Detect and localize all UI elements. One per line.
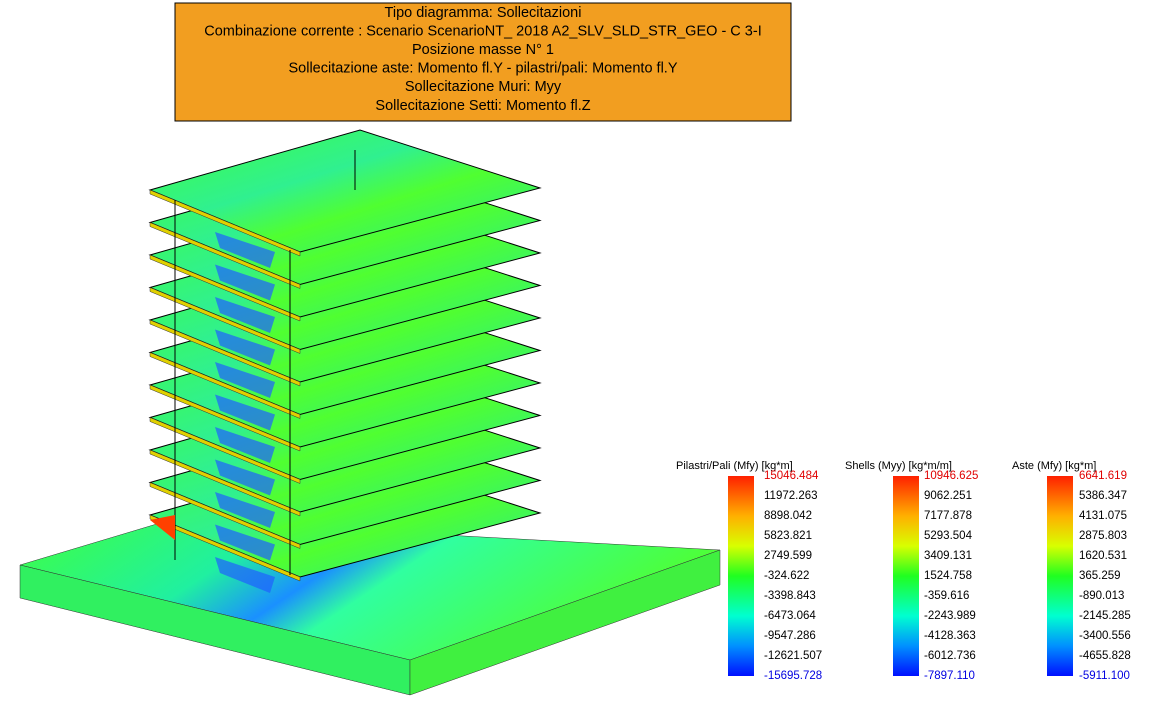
legends: Pilastri/Pali (Mfy) [kg*m]15046.484 11972… [676, 460, 1131, 682]
floor-edge [149, 254, 301, 322]
legend-label: -12621.507 [764, 650, 822, 662]
floor-edge [149, 449, 301, 517]
legend-label: -890.013 [1079, 590, 1124, 602]
legend-label: 8898.042 [764, 510, 812, 522]
header-line: Posizione masse N° 1 [412, 42, 554, 58]
moment-patch [215, 427, 275, 463]
moment-patch [215, 362, 275, 398]
moment-patch [215, 232, 275, 268]
legend-label: 7177.878 [924, 510, 972, 522]
legend-title: Pilastri/Pali (Mfy) [kg*m] [676, 460, 793, 472]
legend-label: -359.616 [924, 590, 969, 602]
floor-edge [149, 352, 301, 419]
legend-label: -5911.100 [1079, 670, 1130, 682]
base-side [409, 549, 721, 696]
color-bar [1047, 476, 1073, 676]
legend-label: 10946.625 [924, 470, 978, 482]
legend-label: -9547.286 [764, 630, 816, 642]
legend-label: 9062.251 [924, 490, 972, 502]
moment-patch [215, 264, 275, 301]
header-line: Sollecitazione Setti: Momento fl.Z [375, 98, 590, 114]
legend-label: 5823.821 [764, 530, 812, 542]
legend-title: Shells (Myy) [kg*m/m] [845, 460, 952, 472]
legend-label: 2749.599 [764, 550, 812, 562]
legend-label: 3409.131 [924, 550, 972, 562]
floor-edge [149, 514, 301, 582]
stress-peak [150, 515, 175, 540]
legend-label: -3398.843 [764, 590, 816, 602]
legend-label: 2875.803 [1079, 530, 1127, 542]
floor-edge [149, 287, 301, 354]
moment-patch [215, 329, 275, 366]
moment-patch [215, 557, 275, 593]
moment-patch [215, 492, 275, 528]
floor-edge [149, 189, 301, 257]
legend-label: 5386.347 [1079, 490, 1127, 502]
legend-label: 11972.263 [764, 490, 818, 502]
header-line: Sollecitazione aste: Momento fl.Y - pila… [289, 61, 678, 77]
moment-patch [215, 459, 275, 496]
header-box [174, 2, 792, 122]
floor-edge [149, 417, 301, 484]
legend-title: Aste (Mfy) [kg*m] [1012, 460, 1096, 472]
legend-label: 1524.758 [924, 570, 972, 582]
legend-label: -6012.736 [924, 650, 976, 662]
legend-label: 5293.504 [924, 530, 973, 542]
color-bar [728, 476, 754, 676]
legend-label: -4128.363 [924, 630, 976, 642]
floor-edge [149, 384, 301, 452]
floor-edge [149, 319, 301, 387]
moment-patch [215, 524, 275, 561]
legend-label: 365.259 [1079, 570, 1121, 582]
legend-label: -3400.556 [1079, 630, 1131, 642]
color-bar [893, 476, 919, 676]
legend-label: -324.622 [764, 570, 809, 582]
legend-label: -4655.828 [1079, 650, 1131, 662]
moment-patch [215, 394, 275, 431]
legend-label: -6473.064 [764, 610, 816, 622]
legend-label: -2145.285 [1079, 610, 1131, 622]
legend-label: 15046.484 [764, 470, 819, 482]
legend-label: 6641.619 [1079, 470, 1127, 482]
floor-edge [149, 222, 301, 289]
legend-label: 4131.075 [1079, 510, 1127, 522]
header-line: Sollecitazione Muri: Myy [405, 79, 562, 95]
header-line: Tipo diagramma: Sollecitazioni [385, 5, 582, 21]
legend-label: -15695.728 [764, 670, 822, 682]
legend-label: 1620.531 [1079, 550, 1127, 562]
legend-label: -2243.989 [924, 610, 976, 622]
header-line: Combinazione corrente : Scenario Scenari… [204, 23, 761, 39]
structure-model [19, 129, 721, 696]
legend-label: -7897.110 [924, 670, 975, 682]
floor-edge [149, 482, 301, 549]
moment-patch [215, 297, 275, 333]
